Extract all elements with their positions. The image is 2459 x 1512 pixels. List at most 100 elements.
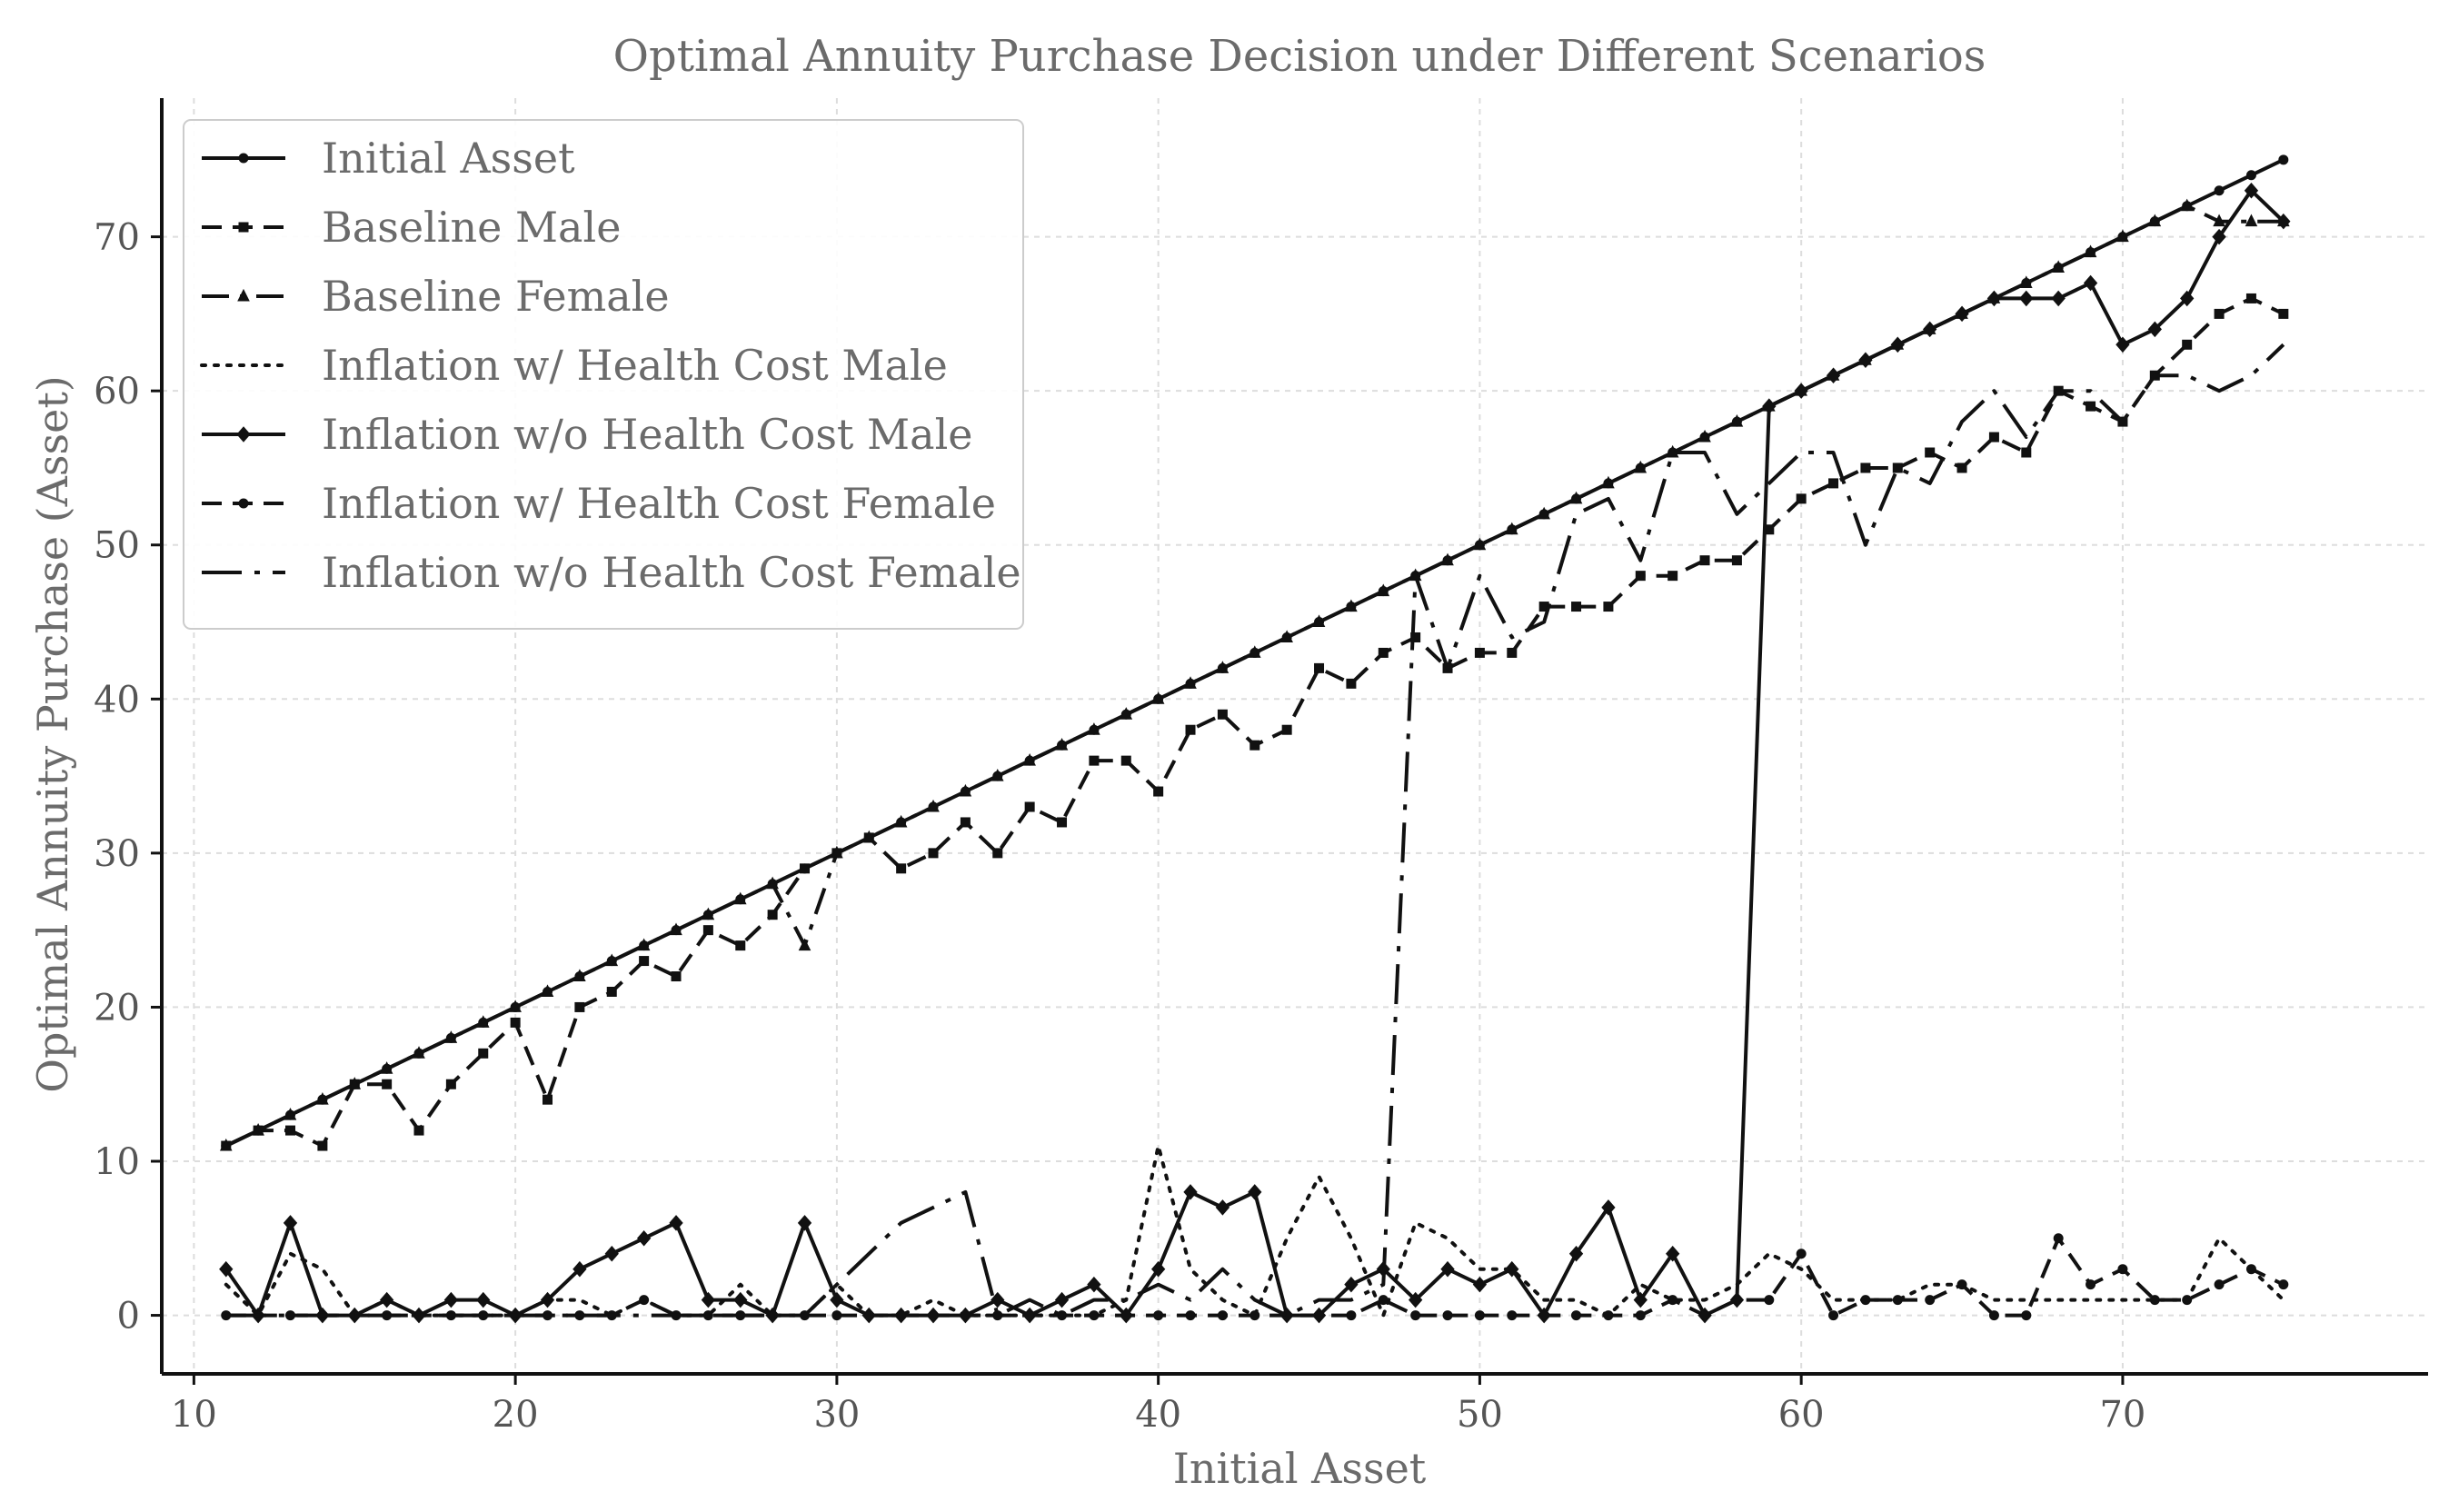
data-point [1120, 755, 1131, 766]
data-point [1442, 1310, 1453, 1321]
data-point [219, 1260, 234, 1278]
data-point [1024, 801, 1035, 812]
legend-item: Initial Asset [202, 134, 575, 183]
data-point [1635, 571, 1646, 582]
data-point [1472, 1276, 1488, 1293]
y-tick-label: 20 [94, 987, 140, 1029]
data-point [1215, 1199, 1230, 1216]
data-point [238, 222, 249, 233]
data-point [733, 1291, 748, 1308]
data-point [1183, 1184, 1198, 1200]
data-point [1249, 740, 1260, 751]
data-point [2212, 228, 2226, 245]
data-point [2245, 170, 2256, 181]
x-tick-label: 10 [171, 1394, 217, 1436]
data-point [379, 1291, 394, 1308]
data-point [284, 1108, 297, 1120]
data-point [2148, 214, 2162, 227]
data-point [1602, 475, 1615, 489]
data-point [283, 1215, 298, 1231]
data-point [2245, 293, 2256, 303]
y-tick-label: 50 [94, 525, 140, 567]
data-point [928, 848, 939, 859]
data-point [1312, 614, 1326, 628]
chart-title: Optimal Annuity Purchase Decision under … [613, 31, 1986, 82]
data-point [509, 1000, 522, 1012]
data-point [252, 1122, 264, 1136]
data-point [574, 1001, 585, 1012]
data-point [1217, 1310, 1228, 1321]
data-point [2051, 290, 2066, 307]
data-point [445, 1079, 456, 1089]
data-point [1345, 599, 1358, 612]
legend-item: Inflation w/o Health Cost Female [202, 548, 1021, 597]
data-point [1088, 722, 1100, 735]
data-point [1024, 1310, 1035, 1321]
data-point [1633, 1291, 1648, 1308]
data-point [1440, 1260, 1455, 1278]
data-point [413, 1125, 424, 1136]
data-point [1505, 522, 1518, 535]
data-point [639, 1295, 650, 1306]
data-point [863, 1310, 874, 1321]
data-point [1826, 367, 1841, 383]
x-axis-label: Initial Asset [1173, 1444, 1427, 1493]
data-point [1089, 1310, 1100, 1321]
data-point [1023, 753, 1036, 766]
data-point [476, 1291, 491, 1308]
data-point [1988, 1310, 1999, 1321]
data-point [2244, 182, 2259, 199]
data-point [1410, 1310, 1421, 1321]
data-point [800, 863, 811, 874]
data-point [671, 971, 682, 982]
x-tick-label: 40 [1135, 1394, 1181, 1436]
data-point [1473, 537, 1487, 551]
data-point [317, 1140, 328, 1151]
data-point [767, 910, 778, 920]
data-point [1248, 1184, 1262, 1200]
y-tick-label: 0 [117, 1296, 140, 1338]
data-point [1185, 1310, 1196, 1321]
data-point [1249, 1310, 1260, 1321]
data-point [1668, 1295, 1678, 1306]
legend-label: Inflation w/ Health Cost Male [322, 341, 948, 390]
data-point [1796, 493, 1807, 504]
data-point [733, 891, 747, 905]
data-point [1892, 463, 1903, 473]
legend-label: Inflation w/o Health Cost Male [322, 410, 973, 459]
data-point [992, 848, 1003, 859]
data-point [2278, 1279, 2289, 1290]
data-point [2214, 1279, 2225, 1290]
data-point [1441, 552, 1454, 566]
data-point [639, 956, 650, 967]
data-point [348, 1077, 362, 1089]
data-point [1346, 1310, 1357, 1321]
data-point [1150, 1260, 1166, 1278]
data-point [1956, 1279, 1967, 1290]
data-point [1892, 1295, 1903, 1306]
series-5 [221, 1233, 2289, 1321]
y-tick-label: 10 [94, 1141, 140, 1183]
data-point [927, 799, 940, 812]
data-point [1603, 602, 1614, 612]
data-point [2180, 290, 2195, 307]
data-point [1538, 506, 1550, 520]
data-point [1828, 478, 1839, 489]
data-point [702, 907, 715, 920]
data-point [862, 830, 876, 843]
data-point [510, 1017, 521, 1028]
data-point [1377, 583, 1390, 597]
data-point [605, 953, 619, 967]
y-axis-label: Optimal Annuity Purchase (Asset) [28, 375, 77, 1093]
data-point [2214, 308, 2225, 319]
data-point [2086, 401, 2096, 412]
x-tick-label: 50 [1457, 1394, 1503, 1436]
data-point [2182, 1295, 2193, 1306]
data-point [1666, 1245, 1680, 1262]
y-tick-label: 70 [94, 217, 140, 259]
data-point [1120, 707, 1133, 720]
legend-label: Initial Asset [322, 134, 575, 183]
x-tick-label: 30 [813, 1394, 860, 1436]
data-point [2117, 1264, 2128, 1275]
data-point [543, 1094, 553, 1105]
